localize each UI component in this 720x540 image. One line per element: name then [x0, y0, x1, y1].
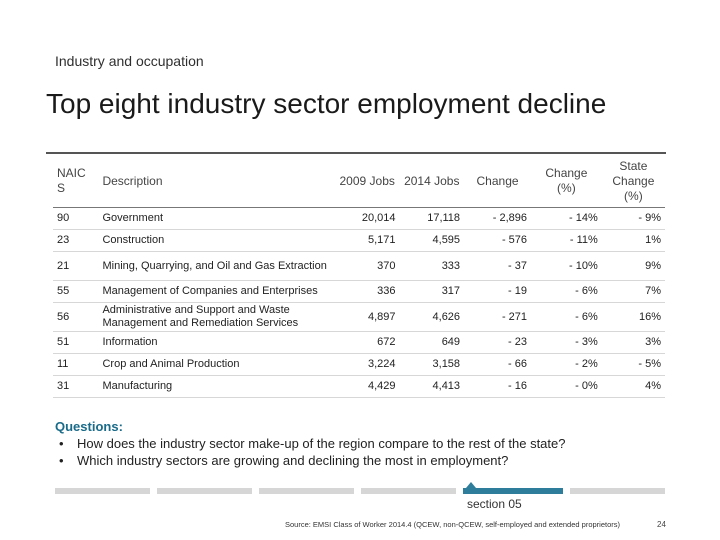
- cell-state-change: 16%: [601, 302, 665, 332]
- source-note: Source: EMSI Class of Worker 2014.4 (QCE…: [285, 520, 621, 529]
- cell-2014-jobs: 333: [399, 251, 465, 281]
- questions-block: Questions: How does the industry sector …: [55, 418, 565, 469]
- cell-change-pct: - 0%: [531, 375, 602, 398]
- cell-description: Management of Companies and Enterprises: [98, 280, 335, 303]
- section-progress-bar: [55, 482, 665, 494]
- cell-description: Crop and Animal Production: [98, 353, 335, 376]
- cell-2014-jobs: 4,626: [399, 302, 465, 332]
- section-segment: [157, 488, 252, 494]
- cell-2014-jobs: 317: [399, 280, 465, 303]
- cell-naics: 90: [53, 207, 99, 230]
- cell-change: - 271: [464, 302, 532, 332]
- cell-state-change: 3%: [601, 331, 665, 354]
- cell-2014-jobs: 17,118: [399, 207, 465, 230]
- cell-2009-jobs: 672: [334, 331, 400, 354]
- table-row: 51 Information 672 649 - 23 - 3% 3%: [53, 331, 665, 354]
- cell-change: - 16: [464, 375, 532, 398]
- cell-2014-jobs: 649: [399, 331, 465, 354]
- cell-change: - 66: [464, 353, 532, 376]
- cell-state-change: - 5%: [601, 353, 665, 376]
- cell-2014-jobs: 3,158: [399, 353, 465, 376]
- questions-list: How does the industry sector make-up of …: [55, 435, 565, 469]
- cell-naics: 21: [53, 251, 99, 281]
- cell-change: - 576: [464, 229, 532, 252]
- cell-2014-jobs: 4,413: [399, 375, 465, 398]
- cell-state-change: 9%: [601, 251, 665, 281]
- cell-naics: 11: [53, 353, 99, 376]
- cell-description: Manufacturing: [98, 375, 335, 398]
- table-row: 21 Mining, Quarrying, and Oil and Gas Ex…: [53, 251, 665, 281]
- section-segment-active: [463, 488, 563, 494]
- cell-2009-jobs: 4,429: [334, 375, 400, 398]
- cell-2009-jobs: 336: [334, 280, 400, 303]
- cell-naics: 23: [53, 229, 99, 252]
- cell-state-change: 1%: [601, 229, 665, 252]
- cell-change-pct: - 3%: [531, 331, 602, 354]
- table-row: 23 Construction 5,171 4,595 - 576 - 11% …: [53, 229, 665, 252]
- cell-state-change: 4%: [601, 375, 665, 398]
- questions-heading: Questions:: [55, 419, 123, 434]
- cell-change-pct: - 6%: [531, 302, 602, 332]
- col-description: Description: [98, 155, 335, 208]
- table-row: 90 Government 20,014 17,118 - 2,896 - 14…: [53, 207, 665, 230]
- page-number: 24: [657, 520, 666, 529]
- col-2009-jobs: 2009 Jobs: [334, 155, 400, 208]
- table-row: 11 Crop and Animal Production 3,224 3,15…: [53, 353, 665, 376]
- cell-description: Government: [98, 207, 335, 230]
- section-segment: [259, 488, 354, 494]
- section-segment: [55, 488, 150, 494]
- cell-description: Mining, Quarrying, and Oil and Gas Extra…: [98, 251, 335, 281]
- cell-change-pct: - 10%: [531, 251, 602, 281]
- cell-2014-jobs: 4,595: [399, 229, 465, 252]
- cell-change-pct: - 14%: [531, 207, 602, 230]
- cell-2009-jobs: 20,014: [334, 207, 400, 230]
- cell-change: - 23: [464, 331, 532, 354]
- section-segment: [361, 488, 456, 494]
- cell-2009-jobs: 4,897: [334, 302, 400, 332]
- cell-2009-jobs: 5,171: [334, 229, 400, 252]
- cell-naics: 55: [53, 280, 99, 303]
- col-2014-jobs: 2014 Jobs: [399, 155, 465, 208]
- cell-state-change: - 9%: [601, 207, 665, 230]
- table-header-row: NAIC S Description 2009 Jobs 2014 Jobs C…: [53, 155, 665, 208]
- industry-decline-table: NAIC S Description 2009 Jobs 2014 Jobs C…: [53, 155, 665, 398]
- question-item: How does the industry sector make-up of …: [55, 435, 565, 452]
- col-change-pct: Change (%): [531, 155, 602, 208]
- cell-2009-jobs: 3,224: [334, 353, 400, 376]
- page-subtitle: Industry and occupation: [55, 53, 204, 69]
- title-divider: [46, 152, 666, 154]
- question-item: Which industry sectors are growing and d…: [55, 452, 565, 469]
- cell-naics: 56: [53, 302, 99, 332]
- cell-change: - 19: [464, 280, 532, 303]
- section-marker-icon: [466, 482, 476, 488]
- section-segment: [570, 488, 665, 494]
- col-state-change: State Change (%): [601, 155, 665, 208]
- cell-change-pct: - 6%: [531, 280, 602, 303]
- col-change: Change: [464, 155, 532, 208]
- col-naics: NAIC S: [53, 155, 99, 208]
- table-row: 56 Administrative and Support and Waste …: [53, 302, 665, 332]
- cell-2009-jobs: 370: [334, 251, 400, 281]
- cell-naics: 51: [53, 331, 99, 354]
- cell-change: - 37: [464, 251, 532, 281]
- cell-description: Construction: [98, 229, 335, 252]
- cell-change: - 2,896: [464, 207, 532, 230]
- cell-change-pct: - 11%: [531, 229, 602, 252]
- cell-change-pct: - 2%: [531, 353, 602, 376]
- cell-state-change: 7%: [601, 280, 665, 303]
- section-label: section 05: [467, 497, 522, 511]
- cell-description: Information: [98, 331, 335, 354]
- table-row: 31 Manufacturing 4,429 4,413 - 16 - 0% 4…: [53, 375, 665, 398]
- cell-description: Administrative and Support and Waste Man…: [98, 302, 335, 332]
- table-row: 55 Management of Companies and Enterpris…: [53, 280, 665, 303]
- cell-naics: 31: [53, 375, 99, 398]
- page-title: Top eight industry sector employment dec…: [46, 88, 607, 119]
